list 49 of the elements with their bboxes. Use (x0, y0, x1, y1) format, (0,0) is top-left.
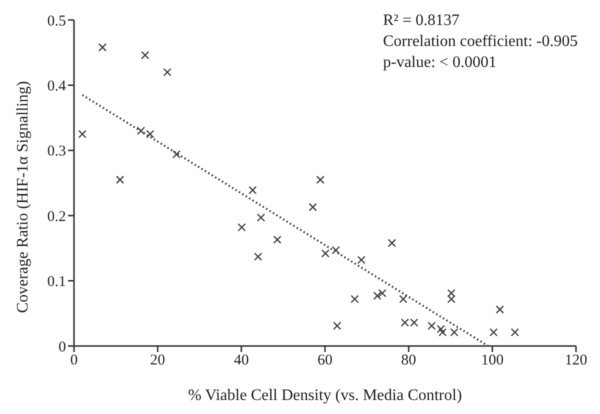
point (308, 202, 318, 212)
point (98, 43, 107, 52)
x-tick-label: 60 (318, 352, 332, 369)
point (388, 238, 396, 248)
annotation: R² = 0.8137 (383, 11, 460, 31)
point (321, 249, 330, 258)
point (447, 289, 456, 298)
y-tick-label: 0 (58, 339, 66, 356)
point (428, 322, 436, 330)
point (254, 252, 262, 261)
annotation: p-value: < 0.0001 (383, 53, 498, 73)
x-tick-label: 0 (70, 352, 78, 369)
point (450, 328, 458, 336)
x-tick-label: 120 (564, 352, 588, 369)
point (496, 305, 504, 314)
point (116, 176, 124, 184)
point (140, 51, 150, 60)
point (163, 68, 172, 76)
y-tick-label: 0.2 (47, 208, 66, 225)
x-tick-label: 80 (401, 352, 416, 369)
y-tick-label: 0.1 (47, 274, 66, 290)
point (332, 322, 342, 330)
point (350, 294, 359, 304)
point (332, 246, 340, 254)
point (172, 150, 181, 158)
point (238, 223, 246, 232)
point (438, 328, 447, 336)
point (248, 186, 257, 194)
point (436, 324, 446, 334)
point (273, 236, 282, 244)
x-tick-label: 20 (150, 352, 166, 369)
point (78, 130, 87, 138)
y-tick-label: 0.3 (47, 144, 66, 160)
point (136, 126, 146, 135)
annotation: Correlation coefficient: -0.905 (383, 32, 578, 52)
x-tick-label: 100 (481, 352, 504, 369)
point (316, 176, 325, 184)
point (489, 328, 498, 336)
point (146, 130, 154, 138)
x-tick-label: 40 (234, 352, 249, 369)
y-tick-label: 0.4 (47, 78, 66, 95)
y-axis-title: Coverage Ratio (HIF-1α Signalling) (14, 81, 32, 313)
point (447, 294, 456, 304)
x-axis-title: % Viable Cell Density (vs. Media Control) (188, 387, 462, 404)
point (357, 256, 366, 264)
point (399, 294, 408, 304)
point (510, 328, 520, 336)
y-tick-label: 0.5 (47, 13, 66, 30)
point (256, 213, 266, 222)
